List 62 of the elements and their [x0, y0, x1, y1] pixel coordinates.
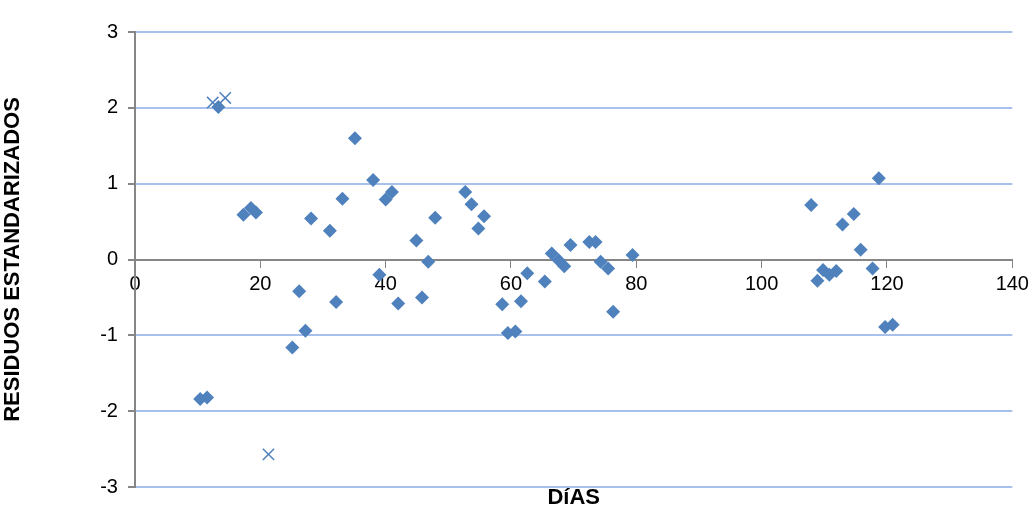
point — [471, 221, 486, 236]
point — [298, 323, 313, 338]
point — [495, 297, 510, 312]
point — [236, 207, 251, 222]
point — [520, 266, 535, 281]
point — [593, 254, 608, 269]
y-tick-label: 2 — [106, 95, 118, 118]
x-tick-label: 120 — [870, 272, 904, 295]
y-tick-label: -3 — [100, 474, 118, 497]
point — [537, 274, 552, 289]
point — [563, 238, 578, 253]
point — [458, 185, 473, 200]
point — [835, 217, 850, 232]
point — [544, 246, 559, 261]
point — [477, 209, 492, 224]
point — [384, 185, 399, 200]
x-tick-label: 140 — [995, 272, 1029, 295]
point — [347, 131, 362, 146]
point — [428, 210, 443, 225]
point — [211, 100, 226, 115]
point — [514, 294, 529, 309]
point — [391, 296, 406, 311]
point — [464, 197, 479, 212]
y-tick-label: -2 — [100, 398, 118, 421]
point — [415, 290, 430, 305]
point — [853, 242, 868, 257]
point — [409, 233, 424, 248]
point — [421, 254, 436, 269]
point — [557, 259, 572, 274]
point — [218, 91, 232, 105]
point — [865, 261, 880, 276]
x-tick-label: 100 — [744, 272, 779, 295]
point — [885, 317, 900, 332]
x-axis-title: DíAS — [547, 484, 600, 510]
y-tick-label: -1 — [100, 322, 118, 345]
point — [846, 207, 861, 221]
point — [829, 263, 844, 278]
point — [262, 447, 275, 461]
point — [625, 247, 640, 262]
point — [200, 390, 215, 405]
point — [285, 340, 300, 355]
point — [601, 261, 616, 276]
point — [810, 273, 825, 288]
y-tick-label: 3 — [106, 19, 118, 42]
point — [606, 304, 621, 319]
y-axis-title: RESIDUOS ESTANDARIZADOS — [0, 97, 25, 422]
point — [248, 205, 263, 220]
point — [335, 191, 350, 206]
x-tick-label: 20 — [249, 272, 272, 295]
point — [366, 172, 381, 187]
point — [322, 223, 337, 238]
point — [804, 197, 819, 212]
point — [292, 284, 307, 299]
point — [378, 192, 393, 207]
point — [871, 171, 886, 186]
point — [329, 294, 344, 309]
x-tick-label: 60 — [499, 272, 523, 295]
point — [206, 96, 220, 109]
y-tick-label: 1 — [106, 171, 118, 194]
point — [304, 211, 319, 226]
y-tick-label: 0 — [106, 247, 118, 270]
x-tick-label: 80 — [625, 272, 648, 295]
